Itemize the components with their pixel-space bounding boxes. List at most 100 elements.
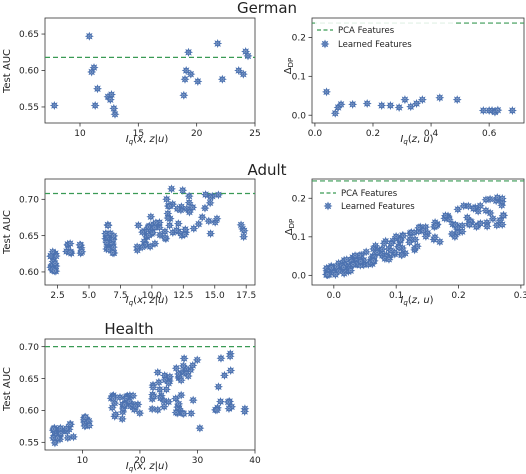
data-point <box>362 99 372 109</box>
data-point <box>478 106 488 116</box>
data-point <box>163 213 173 223</box>
data-point <box>149 223 159 233</box>
legend: PCA Features Learned Features <box>318 186 415 214</box>
x-axis-label: Iq(z, u) <box>400 134 433 146</box>
x-tick-label: 17.5 <box>236 291 256 301</box>
data-point <box>412 241 422 251</box>
data-point <box>167 184 177 194</box>
data-point <box>188 202 198 212</box>
data-point <box>225 351 235 361</box>
data-point <box>164 397 174 407</box>
data-point <box>130 401 140 411</box>
data-point <box>481 206 491 216</box>
x-tick-label: 0.0 <box>308 129 323 139</box>
data-point <box>217 74 227 84</box>
data-point <box>348 260 358 270</box>
y-axis-label: Test AUC <box>2 49 13 94</box>
x-tick-label: 15.0 <box>205 291 225 301</box>
data-point <box>154 377 164 387</box>
data-point <box>137 227 147 237</box>
data-point <box>475 201 485 211</box>
x-tick-label: 10 <box>74 129 86 139</box>
data-point <box>48 247 58 257</box>
data-point <box>93 84 102 94</box>
x-axis-label: Iq(x, z|u) <box>126 461 169 473</box>
data-point <box>146 212 156 222</box>
data-point <box>117 414 127 424</box>
data-point <box>435 93 445 103</box>
y-axis-label: Test AUC <box>2 210 13 255</box>
y-tick-label: 0.65 <box>19 375 39 385</box>
data-point <box>368 256 378 266</box>
data-point <box>178 185 188 195</box>
data-point <box>153 367 163 377</box>
data-point <box>194 219 204 229</box>
data-point <box>493 105 503 115</box>
data-point <box>174 369 183 379</box>
data-point <box>108 394 118 404</box>
data-point <box>440 211 450 221</box>
y-tick-label: 0.65 <box>19 232 39 242</box>
data-point <box>459 201 469 211</box>
data-point <box>213 382 223 392</box>
data-point <box>108 248 118 258</box>
data-point <box>409 228 419 238</box>
data-point <box>128 391 138 401</box>
data-point <box>398 231 408 241</box>
data-point <box>447 229 457 239</box>
data-point <box>406 102 416 112</box>
data-point <box>457 221 467 231</box>
data-point <box>469 204 479 214</box>
plot-area: 10 20 30 40 0.55 0.60 0.65 0.70 <box>19 338 261 466</box>
data-point <box>103 220 113 230</box>
data-point <box>50 258 60 268</box>
data-point <box>148 382 158 392</box>
data-point <box>332 262 342 272</box>
data-point <box>384 254 394 264</box>
panel-adult-auc: Adult 2.5 5.0 7.5 10.0 12.5 15.0 17.5 0.60 0.65 0… <box>2 161 287 307</box>
data-point <box>171 394 181 404</box>
data-point <box>394 102 404 112</box>
data-point <box>212 214 222 224</box>
legend-entry-pca: PCA Features <box>338 26 395 36</box>
data-point <box>180 74 190 84</box>
x-tick-label: 0.3 <box>514 291 526 301</box>
data-point <box>188 360 198 370</box>
data-point <box>172 225 182 235</box>
legend-entry-pca: PCA Features <box>341 189 398 199</box>
data-point <box>178 361 188 371</box>
data-point <box>184 207 194 217</box>
data-point <box>120 400 130 410</box>
x-tick-label: 40 <box>249 456 261 466</box>
data-point <box>430 232 440 242</box>
data-point <box>201 190 211 200</box>
data-point <box>385 101 395 110</box>
data-point <box>348 99 358 109</box>
data-point <box>159 402 169 412</box>
data-point <box>465 220 475 230</box>
data-point <box>236 220 246 230</box>
data-point <box>193 76 203 86</box>
data-point <box>495 215 505 225</box>
data-point <box>108 242 118 252</box>
plot-area: 10 15 20 25 0.55 0.60 0.65 <box>19 17 261 139</box>
data-point <box>418 226 428 236</box>
data-point <box>49 266 59 276</box>
data-point <box>400 95 410 105</box>
data-point <box>243 51 253 61</box>
data-point <box>171 407 181 417</box>
data-point <box>65 247 75 257</box>
y-tick-label: 0.2 <box>292 34 306 44</box>
data-point <box>405 237 415 247</box>
data-point <box>213 39 223 49</box>
x-tick-label: 12.5 <box>173 291 193 301</box>
data-point <box>379 238 389 248</box>
panel-title: German <box>237 0 297 17</box>
x-axis-label: Iq(x, z|u) <box>126 295 169 307</box>
data-point <box>183 371 193 381</box>
y-tick-label: 0.0 <box>292 111 307 121</box>
data-point <box>174 399 184 409</box>
data-point <box>172 204 182 214</box>
data-point <box>132 242 142 252</box>
data-point <box>105 95 115 105</box>
